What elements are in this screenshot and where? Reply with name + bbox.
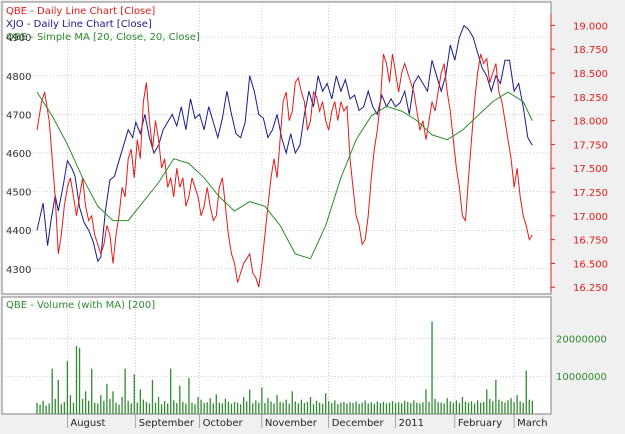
right-y-axis: 16.250 16.500 16.750 17.000 17.250 17.500 17.7… [550, 14, 608, 294]
left-tick-label-4600: 4600 [6, 149, 31, 160]
right-tick-label-17.250: 17.250 [573, 188, 608, 199]
left-tick-label-4500: 4500 [6, 188, 31, 199]
legend-qbe-close: QBE - Daily Line Chart [Close] [6, 6, 155, 17]
series-line-2 [36, 91, 533, 260]
vol-tick-label-10000000: 10000000 [556, 372, 607, 383]
right-tick-label-17.750: 17.750 [573, 140, 608, 151]
vol-tick-label-20000000: 20000000 [556, 334, 607, 345]
x-tick-label-November: November [265, 418, 318, 429]
legend-volume: QBE - Volume (with MA) [200] [6, 300, 155, 311]
right-tick-label-18.750: 18.750 [573, 45, 608, 56]
right-tick-label-18.250: 18.250 [573, 93, 608, 104]
right-tick-label-16.750: 16.750 [573, 236, 608, 247]
right-tick-label-19.000: 19.000 [573, 21, 608, 32]
right-tick-label-18.500: 18.500 [573, 69, 608, 80]
x-tick-label-February: February [458, 418, 502, 429]
left-tick-label-4300: 4300 [6, 265, 31, 276]
left-tick-label-4800: 4800 [6, 72, 31, 83]
left-tick-label-4900: 4900 [6, 33, 31, 44]
volume-y-axis: 10000000 20000000 [556, 334, 607, 383]
x-tick-label-October: October [203, 418, 244, 429]
x-tick-label-2011: 2011 [399, 418, 424, 429]
right-tick-label-18.000: 18.000 [573, 117, 608, 128]
price-panel [1, 1, 552, 295]
x-tick-label-August: August [70, 418, 105, 429]
legend-qbe-ma: QBE - Simple MA [20, Close, 20, Close] [6, 32, 200, 43]
volume-panel [1, 296, 552, 415]
right-tick-label-16.500: 16.500 [573, 259, 608, 270]
left-tick-label-4700: 4700 [6, 110, 31, 121]
volume-bars [36, 321, 533, 414]
left-tick-label-4400: 4400 [6, 226, 31, 237]
series-line-0 [36, 24, 533, 263]
price-series [36, 24, 533, 288]
left-y-axis: 4300 4400 4500 4600 4700 4800 4900 [6, 33, 31, 276]
price-gridlines [2, 2, 551, 294]
right-tick-label-17.000: 17.000 [573, 212, 608, 223]
x-tick-label-March: March [517, 418, 547, 429]
x-tick-label-September: September [139, 418, 195, 429]
right-tick-label-16.250: 16.250 [573, 283, 608, 294]
x-axis: August September October November December 20… [67, 414, 548, 429]
legend-xjo-close: XJO - Daily Line Chart [Close] [6, 19, 152, 30]
right-tick-label-17.500: 17.500 [573, 164, 608, 175]
series-line-1 [36, 53, 533, 288]
x-tick-label-December: December [332, 418, 385, 429]
